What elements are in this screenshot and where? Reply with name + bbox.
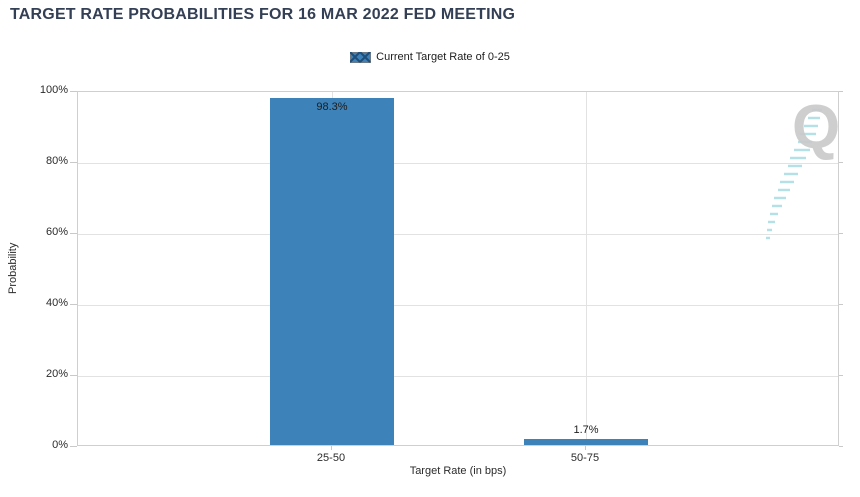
y-tick-label: 40%	[45, 297, 68, 309]
bar	[524, 439, 648, 445]
y-tick-label: 60%	[45, 226, 68, 238]
y-axis-title: Probability	[7, 242, 19, 295]
y-tick-label: 0%	[52, 439, 68, 451]
chart-title: TARGET RATE PROBABILITIES FOR 16 MAR 202…	[10, 6, 516, 23]
x-tick-mark	[585, 446, 586, 450]
y-tick-label: 20%	[45, 368, 68, 380]
bar-value-label: 1.7%	[573, 424, 599, 436]
watermark-dashes-icon	[766, 108, 822, 240]
bar-value-label: 98.3%	[316, 101, 348, 113]
y-tick-mark	[70, 375, 77, 376]
gridline-h	[78, 234, 838, 235]
y-tick-mark	[839, 446, 843, 447]
gridline-h	[78, 376, 838, 377]
legend-label: Current Target Rate of 0-25	[376, 51, 510, 63]
gridline-h	[78, 305, 838, 306]
gridline-v	[586, 92, 587, 445]
x-category-label: 25-50	[316, 452, 346, 464]
legend-swatch-icon	[350, 51, 372, 63]
y-tick-mark	[70, 91, 77, 92]
y-tick-mark	[839, 91, 843, 92]
gridline-h	[78, 163, 838, 164]
y-tick-mark	[70, 233, 77, 234]
y-tick-label: 80%	[45, 155, 68, 167]
y-tick-mark	[70, 446, 77, 447]
x-axis-title: Target Rate (in bps)	[409, 465, 507, 477]
y-tick-mark	[70, 162, 77, 163]
y-tick-mark	[839, 375, 843, 376]
watermark-q-letter: Q	[792, 93, 841, 162]
plot-area: Q 98.3% 1.7%	[77, 91, 841, 446]
legend: Current Target Rate of 0-25	[0, 51, 860, 63]
y-tick-mark	[839, 233, 843, 234]
x-category-label: 50-75	[570, 452, 600, 464]
y-tick-mark	[70, 304, 77, 305]
bar	[270, 98, 394, 445]
y-tick-label: 100%	[39, 84, 68, 96]
y-tick-mark	[839, 304, 843, 305]
y-tick-mark	[839, 162, 843, 163]
x-tick-mark	[331, 446, 332, 450]
